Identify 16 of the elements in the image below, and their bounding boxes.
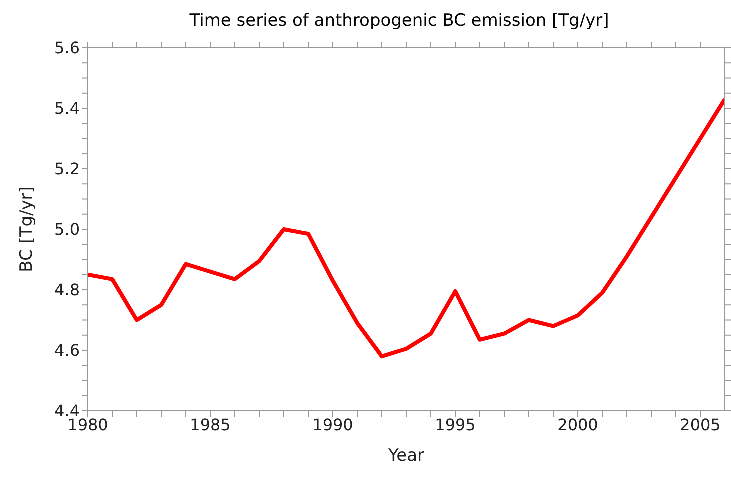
y-axis-title: BC [Tg/yr] bbox=[17, 186, 38, 272]
x-tick-label: 1995 bbox=[435, 415, 476, 434]
y-tick-label: 5.4 bbox=[54, 99, 80, 118]
y-tick-label: 5.6 bbox=[54, 38, 80, 58]
y-tick-label: 5.2 bbox=[54, 160, 80, 179]
y-tick-label: 4.6 bbox=[54, 341, 80, 360]
x-tick-label: 1985 bbox=[190, 415, 231, 434]
y-tick-label: 4.8 bbox=[54, 280, 80, 300]
x-tick-label: 1990 bbox=[312, 415, 354, 434]
y-tick-label: 5.0 bbox=[54, 220, 80, 240]
line-series bbox=[88, 97, 725, 359]
x-axis-title: Year bbox=[388, 446, 425, 466]
x-tick-label: 2005 bbox=[680, 415, 721, 434]
x-tick-label: 2000 bbox=[558, 415, 598, 434]
chart-title: Time series of anthropogenic BC emission [Tg/yr] bbox=[188, 10, 610, 33]
x-tick-label: 1980 bbox=[68, 415, 108, 434]
